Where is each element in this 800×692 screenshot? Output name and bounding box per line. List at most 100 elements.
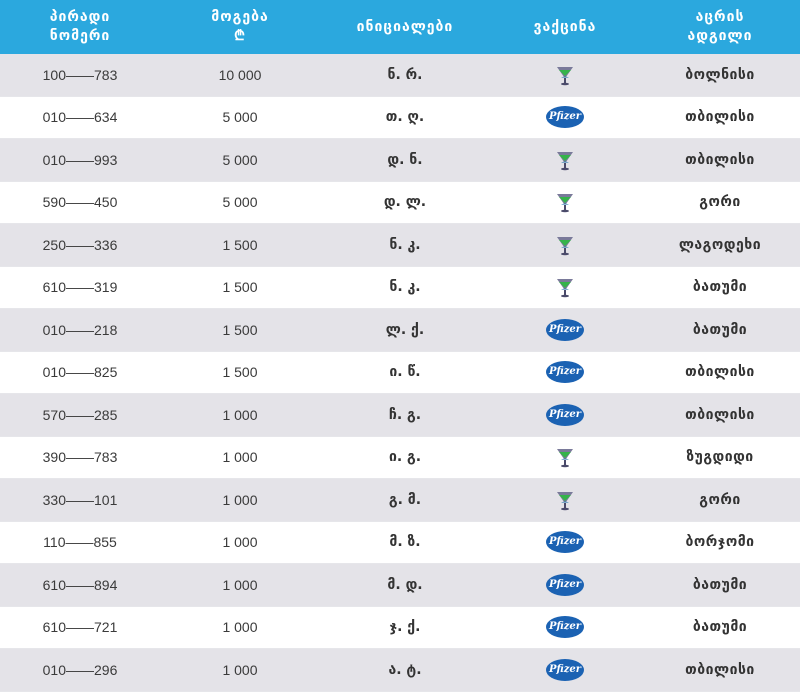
city-cell: ბათუმი	[692, 321, 748, 338]
city-cell: ბოლნისი	[685, 66, 755, 83]
vaccine-cell	[490, 191, 640, 213]
city-cell: გორი	[699, 194, 741, 211]
personal-id-cell: 330——101	[42, 491, 118, 508]
personal-id-cell: 590——450	[42, 194, 118, 211]
initials-cell: ი. წ.	[389, 364, 421, 381]
header-prize-line1: მოგება	[211, 9, 269, 25]
vaccine-cell	[490, 276, 640, 298]
personal-id-cell: 610——721	[42, 619, 118, 636]
initials-cell: ნ. კ.	[389, 236, 421, 253]
pfizer-logo-icon: Pfizer	[546, 658, 584, 681]
city-cell: თბილისი	[685, 109, 755, 126]
personal-id-cell: 010——296	[42, 661, 118, 678]
initials-cell: მ. ზ.	[389, 534, 421, 551]
header-vaccine: ვაქცინა	[533, 18, 597, 35]
city-cell: თბილისი	[685, 661, 755, 678]
prize-cell: 5 000	[222, 151, 258, 168]
vaccine-logo-icon	[555, 234, 575, 256]
vaccine-cell: Pfizer	[490, 318, 640, 341]
vaccine-cell: Pfizer	[490, 531, 640, 554]
vaccine-logo-icon	[555, 446, 575, 468]
table-header: პირადი ნომერი მოგება ₾ ინიციალები ვაქცინ…	[0, 0, 800, 54]
table-body: 100——783 10 000 ნ. რ. ბოლნისი 010——634 5 000 თ…	[0, 54, 800, 692]
city-cell: ბათუმი	[692, 576, 748, 593]
header-id: პირადი ნომერი	[0, 8, 160, 46]
prize-cell: 1 500	[222, 236, 258, 253]
personal-id-cell: 010——825	[42, 364, 118, 381]
vaccine-cell	[490, 149, 640, 171]
vaccine-logo-icon	[555, 64, 575, 86]
personal-id-cell: 390——783	[42, 449, 118, 466]
initials-cell: ი. გ.	[388, 449, 422, 466]
initials-cell: დ. ლ.	[383, 194, 427, 211]
header-id-line2: ნომერი	[49, 28, 111, 44]
personal-id-cell: 010——634	[42, 109, 118, 126]
header-place-line2: ადგილი	[687, 28, 753, 44]
initials-cell: ჩ. გ.	[388, 406, 422, 423]
initials-cell: ნ. კ.	[389, 279, 421, 296]
table-row: 250——336 1 500 ნ. კ. ლაგოდეხი	[0, 224, 800, 267]
table-row: 010——218 1 500 ლ. ქ. Pfizer ბათუმი	[0, 309, 800, 352]
personal-id-cell: 570——285	[42, 406, 118, 423]
pfizer-logo-icon: Pfizer	[546, 106, 584, 129]
initials-cell: დ. ნ.	[387, 151, 423, 168]
header-prize: მოგება ₾	[160, 8, 320, 46]
vaccine-cell: Pfizer	[490, 616, 640, 639]
table-row: 610——319 1 500 ნ. კ. ბათუმი	[0, 267, 800, 309]
pfizer-logo-icon: Pfizer	[546, 318, 584, 341]
vaccine-cell: Pfizer	[490, 361, 640, 384]
personal-id-cell: 610——894	[42, 576, 118, 593]
initials-cell: მ. დ.	[387, 576, 423, 593]
prize-cell: 1 000	[222, 449, 258, 466]
table-row: 100——783 10 000 ნ. რ. ბოლნისი	[0, 54, 800, 97]
initials-cell: ლ. ქ.	[385, 321, 425, 338]
table-row: 010——825 1 500 ი. წ. Pfizer თბილისი	[0, 352, 800, 394]
personal-id-cell: 110——855	[43, 534, 117, 551]
table-row: 010——993 5 000 დ. ნ. თბილისი	[0, 139, 800, 182]
city-cell: ბათუმი	[692, 279, 748, 296]
city-cell: გორი	[699, 491, 741, 508]
prize-cell: 1 000	[222, 576, 258, 593]
header-place: აცრის ადგილი	[640, 8, 800, 46]
city-cell: თბილისი	[685, 151, 755, 168]
prize-cell: 1 500	[222, 321, 258, 338]
table-row: 010——634 5 000 თ. ღ. Pfizer თბილისი	[0, 97, 800, 139]
prize-cell: 10 000	[218, 66, 262, 83]
pfizer-logo-icon: Pfizer	[546, 361, 584, 384]
prize-cell: 5 000	[222, 194, 258, 211]
city-cell: თბილისი	[685, 364, 755, 381]
table-row: 010——296 1 000 ა. ტ. Pfizer თბილისი	[0, 649, 800, 692]
initials-cell: ნ. რ.	[387, 66, 423, 83]
prize-cell: 1 000	[222, 619, 258, 636]
vaccine-cell: Pfizer	[490, 573, 640, 596]
header-prize-currency: ₾	[234, 28, 246, 44]
vaccine-cell: Pfizer	[490, 106, 640, 129]
prize-cell: 1 000	[222, 534, 258, 551]
vaccine-cell: Pfizer	[490, 658, 640, 681]
personal-id-cell: 010——218	[42, 321, 118, 338]
table-row: 390——783 1 000 ი. გ. ზუგდიდი	[0, 437, 800, 479]
header-place-line1: აცრის	[695, 9, 745, 25]
city-cell: ბორჯომი	[685, 534, 755, 551]
initials-cell: გ. მ.	[388, 491, 422, 508]
table-row: 590——450 5 000 დ. ლ. გორი	[0, 182, 800, 224]
pfizer-logo-icon: Pfizer	[546, 573, 584, 596]
table-row: 110——855 1 000 მ. ზ. Pfizer ბორჯომი	[0, 522, 800, 564]
table-row: 570——285 1 000 ჩ. გ. Pfizer თბილისი	[0, 394, 800, 437]
vaccine-cell	[490, 234, 640, 256]
vaccine-logo-icon	[555, 489, 575, 511]
prize-cell: 1 500	[222, 364, 258, 381]
city-cell: ზუგდიდი	[686, 449, 754, 466]
personal-id-cell: 250——336	[42, 236, 118, 253]
vaccine-cell: Pfizer	[490, 403, 640, 426]
personal-id-cell: 010——993	[42, 151, 118, 168]
vaccine-cell	[490, 446, 640, 468]
personal-id-cell: 610——319	[42, 279, 118, 296]
pfizer-logo-icon: Pfizer	[546, 616, 584, 639]
city-cell: ბათუმი	[692, 619, 748, 636]
prize-cell: 1 000	[222, 491, 258, 508]
pfizer-logo-icon: Pfizer	[546, 403, 584, 426]
vaccine-logo-icon	[555, 191, 575, 213]
vaccine-cell	[490, 489, 640, 511]
